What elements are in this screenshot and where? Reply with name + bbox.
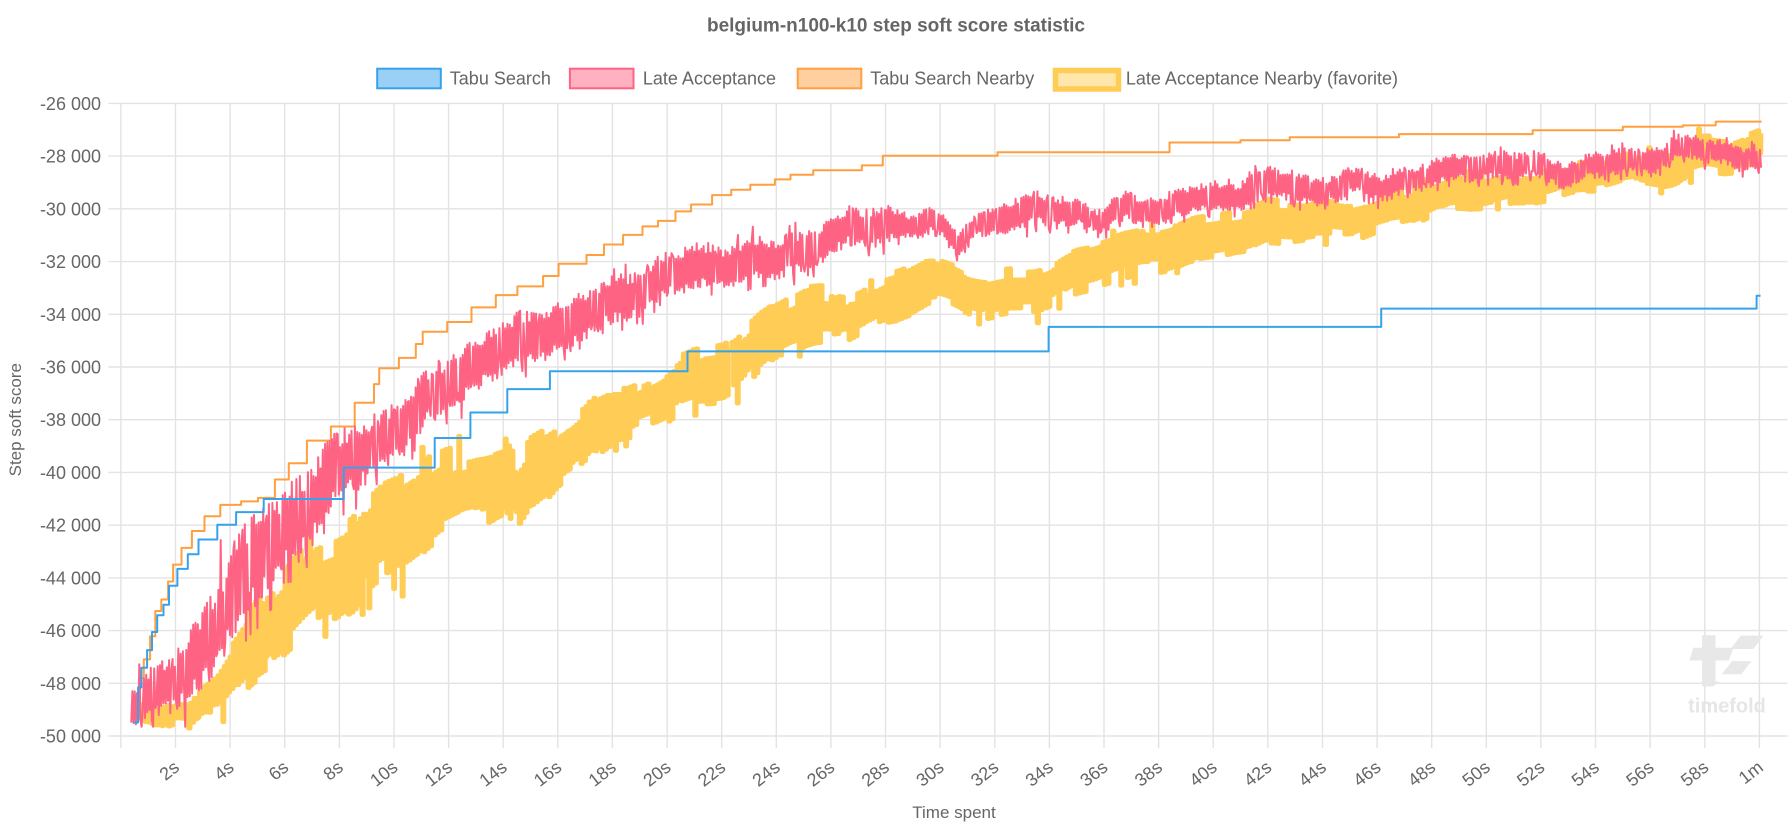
- svg-text:-44 000: -44 000: [40, 568, 101, 588]
- svg-text:Time spent: Time spent: [912, 803, 996, 822]
- svg-text:belgium-n100-k10 step soft sco: belgium-n100-k10 step soft score statist…: [707, 15, 1085, 36]
- svg-text:Late Acceptance Nearby (favori: Late Acceptance Nearby (favorite): [1126, 68, 1398, 88]
- svg-text:Step soft score: Step soft score: [6, 363, 25, 476]
- svg-text:timefold: timefold: [1688, 696, 1766, 718]
- svg-text:-46 000: -46 000: [40, 621, 101, 641]
- svg-text:-40 000: -40 000: [40, 463, 101, 483]
- svg-text:Tabu Search: Tabu Search: [450, 68, 551, 88]
- svg-text:-28 000: -28 000: [40, 147, 101, 167]
- svg-text:-38 000: -38 000: [40, 410, 101, 430]
- svg-text:-42 000: -42 000: [40, 516, 101, 536]
- svg-text:-32 000: -32 000: [40, 252, 101, 272]
- svg-text:Tabu Search Nearby: Tabu Search Nearby: [870, 68, 1034, 88]
- svg-text:-26 000: -26 000: [40, 94, 101, 114]
- svg-text:-34 000: -34 000: [40, 305, 101, 325]
- svg-text:-30 000: -30 000: [40, 199, 101, 219]
- svg-text:Late Acceptance: Late Acceptance: [643, 68, 776, 88]
- svg-text:-48 000: -48 000: [40, 674, 101, 694]
- svg-text:-50 000: -50 000: [40, 727, 101, 747]
- svg-text:-36 000: -36 000: [40, 358, 101, 378]
